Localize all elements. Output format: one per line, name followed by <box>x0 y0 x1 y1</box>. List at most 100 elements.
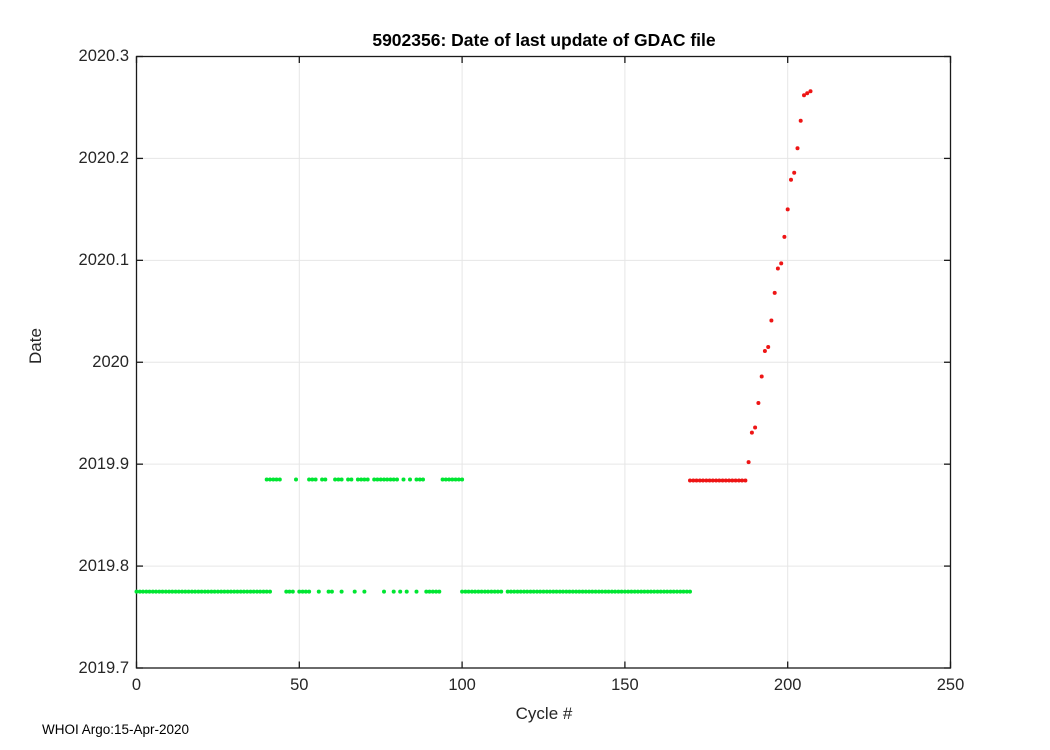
y-tick-label: 2020.3 <box>78 47 129 65</box>
gdac-file-date-green-point <box>147 589 152 594</box>
gdac-file-date-green-point <box>355 477 360 482</box>
gdac-file-date-green-point <box>307 589 312 594</box>
gdac-file-date-red-point <box>694 478 699 483</box>
gdac-file-date-green-point <box>508 589 513 594</box>
gdac-file-date-green-point <box>668 589 673 594</box>
gdac-file-date-green-point <box>277 477 282 482</box>
x-tick-label: 0 <box>131 676 142 694</box>
gdac-file-date-green-point <box>577 589 582 594</box>
gdac-file-date-green-point <box>616 589 621 594</box>
gdac-file-date-green-point <box>456 477 461 482</box>
gdac-file-date-green-point <box>144 589 149 594</box>
gdac-file-date-green-point <box>261 589 266 594</box>
gdac-file-date-green-point <box>535 589 539 594</box>
gdac-file-date-green-point <box>391 589 396 594</box>
gdac-file-date-green-point <box>655 589 660 594</box>
gdac-file-date-red-point <box>789 177 793 182</box>
gdac-file-date-green-point <box>215 589 220 594</box>
gdac-file-date-green-point <box>626 589 631 594</box>
gdac-file-date-green-point <box>232 589 237 594</box>
x-tick-label: 50 <box>290 676 309 694</box>
gdac-file-date-green-point <box>541 589 546 594</box>
gdac-file-date-green-point <box>391 477 396 482</box>
gdac-file-date-green-point <box>362 589 367 594</box>
gdac-file-date-green-point <box>238 589 243 594</box>
gdac-file-date-green-point <box>382 589 386 594</box>
gdac-file-date-green-point <box>352 589 357 594</box>
gdac-file-date-green-point <box>463 589 468 594</box>
gdac-file-date-green-point <box>437 589 442 594</box>
gdac-file-date-green-point <box>385 477 390 482</box>
y-tick-label: 2020 <box>92 352 129 371</box>
gdac-file-date-green-point <box>486 589 491 594</box>
gdac-file-date-green-point <box>160 589 165 594</box>
gdac-file-date-red-point <box>785 207 790 212</box>
gdac-file-date-green-point <box>359 477 364 482</box>
gdac-file-date-green-point <box>531 589 536 594</box>
gdac-file-date-green-point <box>375 477 380 482</box>
gdac-file-date-green-point <box>287 589 292 594</box>
gdac-file-date-green-point <box>212 589 217 594</box>
gdac-file-date-green-point <box>199 589 204 594</box>
gdac-file-date-green-point <box>339 589 344 594</box>
gdac-file-date-green-point <box>609 589 614 594</box>
gdac-file-date-green-point <box>404 589 409 594</box>
gdac-file-date-green-point <box>300 589 305 594</box>
gdac-file-date-green-point <box>414 477 419 482</box>
gdac-file-date-green-point <box>264 477 269 482</box>
gdac-file-date-green-point <box>258 589 263 594</box>
gdac-file-date-green-point <box>648 589 653 594</box>
y-tick-label: 2020.2 <box>78 148 129 167</box>
gdac-file-date-green-point <box>515 589 520 594</box>
gdac-file-date-red-point <box>762 349 767 353</box>
gdac-file-date-green-point <box>264 589 269 594</box>
gdac-file-date-red-point <box>746 460 751 465</box>
gdac-file-date-red-point <box>701 478 705 483</box>
gdac-file-date-red-point <box>792 170 797 175</box>
gdac-file-date-red-point <box>805 91 810 96</box>
gdac-file-date-green-point <box>219 589 224 594</box>
gdac-file-date-green-point <box>629 589 634 594</box>
gdac-file-date-green-point <box>137 589 142 594</box>
gdac-file-date-green-point <box>388 477 393 482</box>
gdac-file-date-green-point <box>339 477 344 482</box>
gdac-file-date-red-point <box>795 146 800 151</box>
x-tick-label: 200 <box>773 676 802 694</box>
gdac-file-date-red-point <box>727 478 732 483</box>
gdac-file-date-green-point <box>662 589 666 594</box>
gdac-file-date-green-point <box>684 589 689 594</box>
gdac-file-date-green-point <box>538 589 543 594</box>
gdac-file-date-green-point <box>401 477 406 482</box>
gdac-file-date-green-point <box>134 589 139 594</box>
gdac-file-date-green-point <box>678 589 683 594</box>
x-tick-label: 100 <box>448 676 476 694</box>
gdac-file-date-red-point <box>697 478 702 483</box>
gdac-file-date-green-point <box>225 589 230 594</box>
gdac-file-date-green-point <box>154 589 158 594</box>
gdac-file-date-red-point <box>714 478 719 483</box>
gdac-file-date-red-point <box>733 478 738 483</box>
gdac-file-date-green-point <box>557 589 562 594</box>
gdac-file-date-green-point <box>658 589 663 594</box>
gdac-file-date-green-point <box>362 477 367 482</box>
gdac-file-date-green-point <box>209 589 214 594</box>
gdac-file-date-green-point <box>671 589 676 594</box>
y-axis-label: Date <box>26 328 45 364</box>
gdac-file-date-green-point <box>255 589 259 594</box>
gdac-file-date-green-point <box>489 589 494 594</box>
x-tick-label: 250 <box>936 676 965 694</box>
gdac-file-date-green-point <box>688 589 692 594</box>
x-axis-label: Cycle # <box>515 704 573 723</box>
gdac-file-date-green-point <box>567 589 572 594</box>
gdac-file-date-green-point <box>590 589 595 594</box>
gdac-file-date-red-point <box>717 478 722 483</box>
gdac-file-date-green-point <box>613 589 618 594</box>
gdac-file-date-green-point <box>268 589 272 594</box>
gdac-file-date-green-point <box>525 589 530 594</box>
gdac-file-date-red-point <box>740 478 745 483</box>
gdac-file-date-green-point <box>372 477 377 482</box>
gdac-file-date-red-point <box>704 478 709 483</box>
gdac-file-date-green-point <box>170 589 175 594</box>
gdac-file-date-green-point <box>248 589 253 594</box>
